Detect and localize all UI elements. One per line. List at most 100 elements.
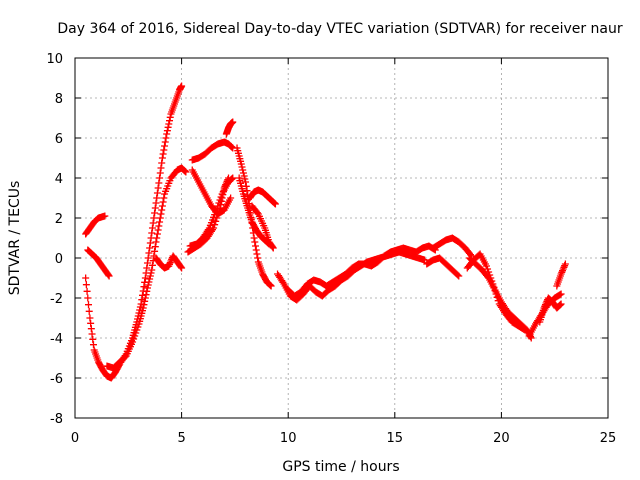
data-point xyxy=(269,244,277,252)
data-point xyxy=(144,281,152,289)
data-point xyxy=(160,146,168,154)
data-point xyxy=(132,329,140,337)
data-point xyxy=(557,290,565,298)
data-point xyxy=(146,244,154,252)
grid xyxy=(75,58,608,418)
data-point xyxy=(166,117,174,125)
data-point xyxy=(266,281,274,289)
data-point xyxy=(82,281,90,289)
series-arc-w xyxy=(553,260,569,290)
data-point xyxy=(484,265,492,273)
data-point xyxy=(165,120,173,128)
data-point xyxy=(217,193,225,201)
series-arc-r xyxy=(423,254,463,280)
data-point xyxy=(254,254,262,262)
series-arc-n xyxy=(248,202,277,252)
x-tick-label: 25 xyxy=(600,431,617,446)
data-point xyxy=(228,143,236,151)
data-point xyxy=(270,199,278,207)
y-tick-label: -4 xyxy=(50,332,63,347)
data-point xyxy=(178,82,186,90)
data-point xyxy=(155,222,163,230)
x-tick-label: 0 xyxy=(71,431,79,446)
y-tick-label: 10 xyxy=(46,52,63,67)
data-point xyxy=(487,274,495,282)
data-point xyxy=(146,275,154,283)
data-point xyxy=(140,301,148,309)
data-point xyxy=(494,297,502,305)
data-point xyxy=(163,127,171,135)
data-point xyxy=(492,290,500,298)
series-arc-g xyxy=(186,174,237,250)
data-point xyxy=(488,277,496,285)
data-point xyxy=(150,214,158,222)
data-point xyxy=(181,167,189,175)
data-point xyxy=(130,335,138,343)
series-arc-k xyxy=(233,144,275,290)
data-point xyxy=(156,174,164,182)
data-point xyxy=(159,150,167,158)
data-point xyxy=(455,272,463,280)
data-point xyxy=(238,163,246,171)
data-points xyxy=(82,82,569,382)
data-point xyxy=(152,238,160,246)
data-point xyxy=(143,284,151,292)
y-tick-label: 4 xyxy=(55,172,63,187)
data-point xyxy=(84,294,92,302)
plot-frame xyxy=(74,57,609,419)
data-point xyxy=(177,263,185,271)
y-tick-label: 0 xyxy=(55,252,63,267)
data-point xyxy=(559,267,567,275)
data-point xyxy=(152,199,160,207)
data-point xyxy=(133,326,141,334)
data-point xyxy=(149,219,157,227)
data-point xyxy=(541,302,549,310)
data-point xyxy=(242,178,250,186)
data-point xyxy=(105,272,113,280)
data-point xyxy=(151,243,159,251)
data-point xyxy=(153,230,161,238)
data-point xyxy=(180,167,188,175)
data-point xyxy=(156,214,164,222)
data-point xyxy=(491,287,499,295)
data-point xyxy=(129,338,137,346)
data-point xyxy=(85,301,93,309)
data-point xyxy=(490,283,498,291)
data-point xyxy=(87,325,95,333)
data-point xyxy=(82,274,90,282)
series-arc-m xyxy=(246,186,279,208)
data-point xyxy=(239,166,247,174)
data-point xyxy=(241,175,249,183)
data-point xyxy=(228,175,236,183)
data-point xyxy=(141,274,149,282)
data-point xyxy=(267,282,275,290)
data-point xyxy=(253,209,261,217)
data-point xyxy=(243,187,251,195)
series-arc-j xyxy=(222,118,237,138)
data-point xyxy=(166,259,174,267)
data-point xyxy=(251,238,259,246)
data-point xyxy=(542,299,550,307)
data-point xyxy=(557,270,565,278)
ticks xyxy=(74,57,609,419)
data-point xyxy=(83,287,91,295)
data-point xyxy=(229,174,237,182)
data-point xyxy=(161,142,169,150)
data-point xyxy=(229,118,237,126)
x-axis-title: GPS time / hours xyxy=(282,459,399,475)
data-point xyxy=(227,194,235,202)
data-point xyxy=(559,265,567,273)
data-point xyxy=(143,287,151,295)
data-point xyxy=(139,304,147,312)
series-arc-i xyxy=(188,166,235,218)
data-point xyxy=(279,278,287,286)
data-point xyxy=(240,172,248,180)
data-point xyxy=(493,293,501,301)
x-tick-label: 5 xyxy=(177,431,185,446)
series-arc-e xyxy=(152,252,186,272)
data-point xyxy=(157,210,165,218)
x-tick-label: 15 xyxy=(387,431,404,446)
data-point xyxy=(154,226,162,234)
data-point xyxy=(159,198,167,206)
data-point xyxy=(153,194,161,202)
